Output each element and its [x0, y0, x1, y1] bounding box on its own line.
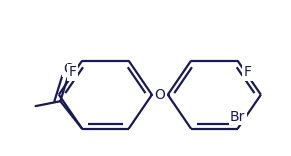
Text: F: F: [68, 66, 76, 79]
Text: Br: Br: [230, 110, 245, 124]
Text: F: F: [244, 66, 251, 79]
Text: O: O: [155, 88, 165, 102]
Text: O: O: [63, 62, 74, 76]
